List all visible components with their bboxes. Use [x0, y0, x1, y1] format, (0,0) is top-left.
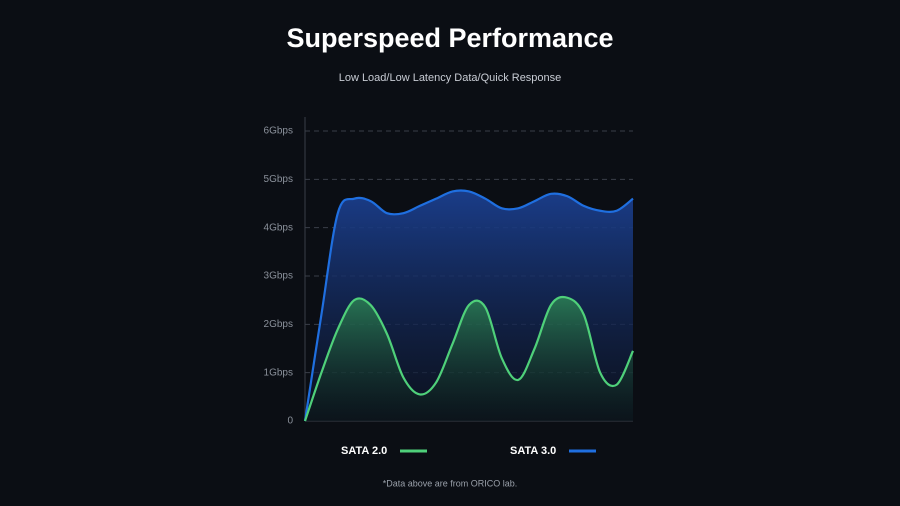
series-line — [303, 295, 635, 422]
legend-item: SATA 2.0 — [341, 445, 427, 457]
legend-item: SATA 3.0 — [510, 445, 596, 457]
y-tick-label: 1Gbps — [264, 367, 293, 378]
y-tick-label: 2Gbps — [264, 319, 293, 330]
chart-subtitle: Low Load/Low Latency Data/Quick Response — [339, 72, 562, 84]
y-tick-label: 0 — [287, 416, 293, 427]
legend-label: SATA 3.0 — [510, 445, 556, 457]
y-tick-label: 3Gbps — [264, 271, 293, 282]
legend-label: SATA 2.0 — [341, 445, 387, 457]
y-tick-label: 6Gbps — [264, 126, 293, 137]
plot-area: 0 1Gbps 2Gbps 3Gbps 4Gbps 5Gbps 6Gbps — [264, 117, 635, 427]
y-tick-label: 4Gbps — [264, 222, 293, 233]
footnote: *Data above are from ORICO lab. — [383, 478, 518, 488]
area-fill — [305, 297, 633, 421]
y-tick-label: 5Gbps — [264, 174, 293, 185]
chart-title: Superspeed Performance — [286, 23, 613, 53]
series-line — [303, 189, 634, 422]
